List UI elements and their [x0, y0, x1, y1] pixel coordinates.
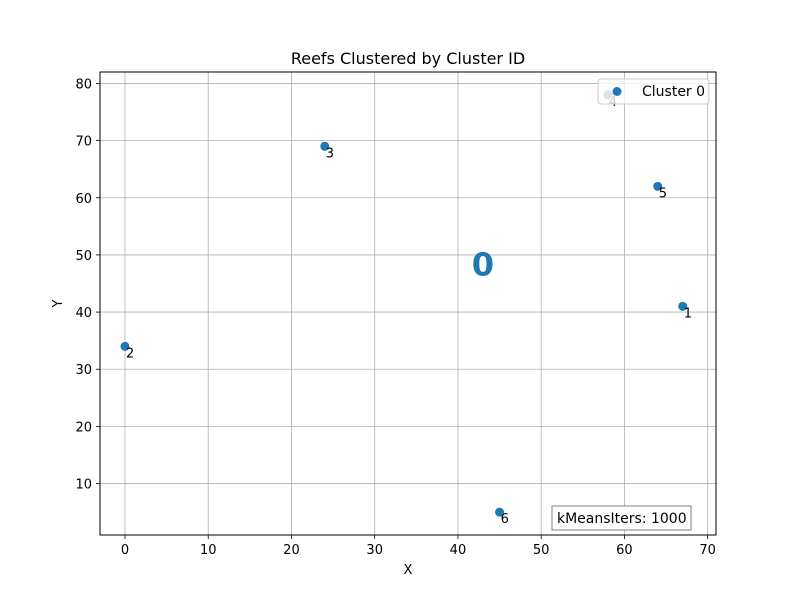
data-points: 123456: [120, 90, 692, 527]
y-tick-label: 10: [75, 478, 92, 493]
annotation-box: kMeansIters: 1000: [551, 505, 692, 531]
y-tick-label: 20: [75, 420, 92, 435]
legend-box: [597, 78, 710, 105]
legend-marker: [612, 87, 622, 96]
point-label: 2: [126, 346, 134, 361]
annotation-box-frame: [551, 505, 692, 531]
x-tick-label: 30: [366, 543, 383, 558]
centroid-label: 0: [472, 245, 494, 283]
y-tick-label: 70: [75, 135, 92, 150]
y-tick-label: 80: [75, 77, 92, 92]
data-point: [320, 141, 330, 151]
y-tick-label: 60: [75, 192, 92, 207]
x-tick-label: 10: [200, 543, 217, 558]
legend: Cluster 0: [597, 78, 710, 105]
point-label: 1: [684, 306, 692, 321]
point-label: 5: [659, 186, 667, 201]
annotation-text: kMeansIters: 1000: [557, 511, 687, 527]
y-tick-label: 50: [75, 249, 92, 264]
point-label: 6: [501, 512, 509, 527]
x-tick-label: 50: [533, 543, 550, 558]
data-point: [653, 181, 663, 191]
grid-lines: [100, 72, 716, 535]
x-tick-label: 40: [450, 543, 467, 558]
y-axis-label: Y: [51, 299, 66, 308]
x-tick-label: 20: [283, 543, 300, 558]
data-point: [678, 301, 688, 311]
x-axis-label: X: [404, 563, 413, 578]
x-tick-label: 0: [121, 543, 129, 558]
y-tick-label: 40: [75, 306, 92, 321]
data-point: [495, 507, 505, 517]
plot-frame: [99, 71, 717, 536]
y-tick-label: 30: [75, 363, 92, 378]
centroid-labels: 0: [472, 245, 494, 283]
x-tick-label: 70: [699, 543, 716, 558]
point-label: 3: [326, 146, 334, 161]
data-point: [120, 341, 130, 351]
legend-label: Cluster 0: [642, 84, 705, 100]
x-tick-label: 60: [616, 543, 633, 558]
chart-title: Reefs Clustered by Cluster ID: [291, 49, 525, 68]
